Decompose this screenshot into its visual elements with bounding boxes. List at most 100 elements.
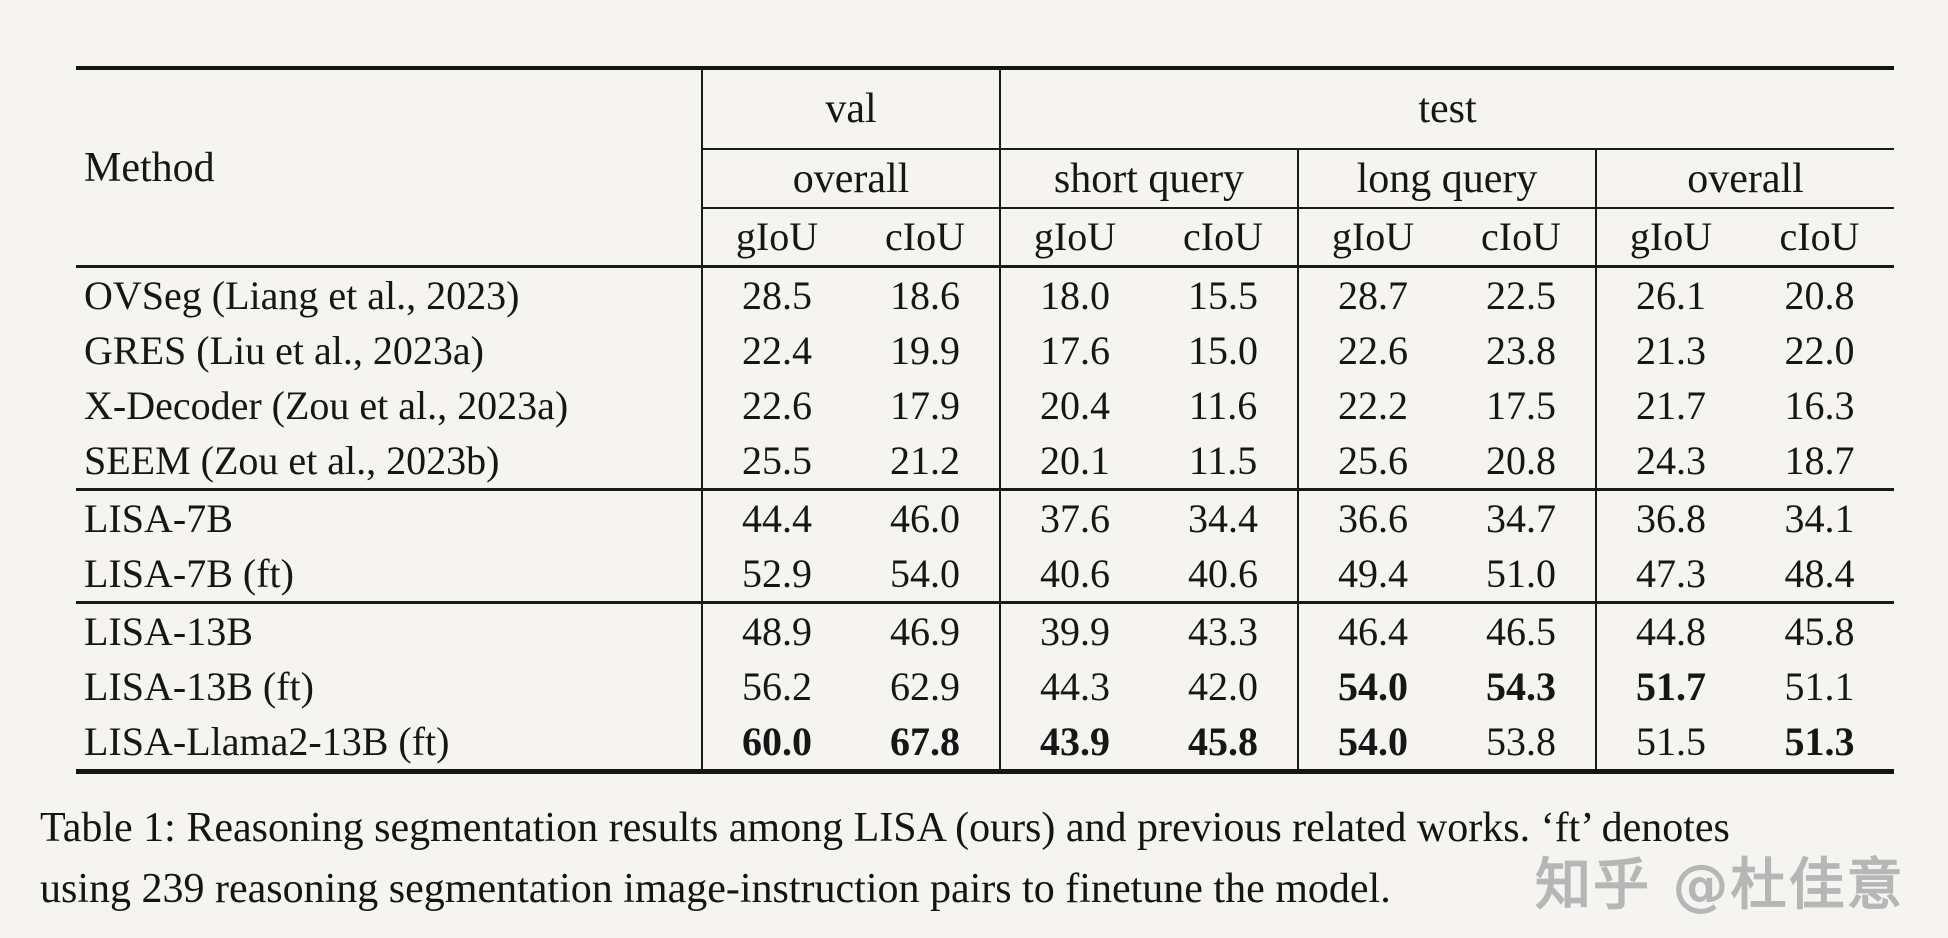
method-name: LISA-13B <box>76 601 702 659</box>
metric-value: 11.6 <box>1188 382 1258 428</box>
results-table: Method val test overall short query long… <box>76 66 1895 774</box>
metric-value: 51.3 <box>1784 718 1855 764</box>
metric-value: 34.4 <box>1149 488 1298 546</box>
metric-value: 49.4 <box>1297 546 1447 603</box>
metric-value: 44.3 <box>999 659 1149 714</box>
metric-value: 62.9 <box>890 663 960 709</box>
metric-value: 15.5 <box>1188 272 1258 318</box>
metric-value: 45.8 <box>1745 601 1895 659</box>
caption-line-2: using 239 reasoning segmentation image-i… <box>40 865 1391 912</box>
method-name: LISA-7B (ft) <box>84 550 294 596</box>
metric-value: 47.3 <box>1595 546 1745 603</box>
table-caption: Table 1: Reasoning segmentation results … <box>40 798 1930 920</box>
metric-value: 34.7 <box>1447 488 1596 546</box>
metric-value: 18.7 <box>1784 437 1855 483</box>
metric-value: 51.0 <box>1486 550 1556 596</box>
metric-value: 46.9 <box>851 601 1000 659</box>
metric-value: 46.4 <box>1297 601 1447 659</box>
metric-value: 46.0 <box>851 488 1000 546</box>
metric-header: cIoU <box>1745 208 1895 268</box>
metric-header: gIoU <box>1297 208 1447 268</box>
metric-value: 16.3 <box>1784 382 1855 428</box>
metric-value: 43.3 <box>1149 601 1298 659</box>
method-column-header: Method <box>76 68 702 268</box>
metric-header: cIoU <box>1447 208 1596 268</box>
metric-header: cIoU <box>1149 208 1298 268</box>
table-row: LISA-13B 48.9 46.9 39.9 43.3 46.4 46.5 44.8 45.8 <box>76 601 1895 659</box>
subgroup-test-overall: overall <box>1594 149 1895 209</box>
table-body: OVSeg (Liang et al., 2023) 28.5 18.6 18.0 15… <box>76 266 1895 772</box>
table-row: LISA-Llama2-13B (ft) 60.0 67.8 43.9 45.8 54.0… <box>76 714 1894 772</box>
metric-value: 42.0 <box>1188 663 1258 709</box>
metric-value: 24.3 <box>1595 433 1745 490</box>
metric-value: 52.9 <box>701 546 851 603</box>
metric-value: 17.5 <box>1486 382 1556 428</box>
metric-value: 21.3 <box>1595 323 1745 378</box>
metric-value: 26.1 <box>1595 266 1745 323</box>
table-header: Method val test overall short query long… <box>76 68 1895 268</box>
metric-header: gIoU <box>1595 208 1745 268</box>
subgroup-val-overall: overall <box>701 149 1000 209</box>
metric-value: 20.1 <box>999 433 1149 490</box>
method-name: SEEM (Zou et al., 2023b) <box>84 437 500 483</box>
method-name: OVSeg (Liang et al., 2023) <box>84 272 520 318</box>
col-group-val: val <box>701 68 1000 150</box>
metric-value: 54.3 <box>1486 663 1556 709</box>
metric-value: 37.6 <box>999 488 1149 546</box>
metric-value: 40.6 <box>999 546 1149 603</box>
metric-value: 67.8 <box>890 718 960 764</box>
metric-value: 22.2 <box>1297 378 1447 433</box>
metric-value: 23.8 <box>1486 327 1556 373</box>
metric-value: 20.4 <box>999 378 1149 433</box>
metric-value: 25.6 <box>1297 433 1447 490</box>
metric-value: 39.9 <box>999 601 1149 659</box>
method-name: LISA-13B (ft) <box>84 663 314 709</box>
metric-value: 18.6 <box>890 272 960 318</box>
metric-value: 40.6 <box>1188 550 1258 596</box>
metric-value: 22.6 <box>1297 323 1447 378</box>
caption-line-1: Table 1: Reasoning segmentation results … <box>40 805 1730 851</box>
metric-value: 20.8 <box>1486 437 1556 483</box>
metric-value: 44.8 <box>1595 601 1745 659</box>
header-row-split: overall short query long query overall <box>76 149 1895 209</box>
method-name: LISA-Llama2-13B (ft) <box>84 718 450 764</box>
table-row: LISA-7B 44.4 46.0 37.6 34.4 36.6 34.7 36.8 34.1 <box>76 488 1895 546</box>
metric-value: 22.0 <box>1784 327 1855 373</box>
header-row-dataset: Method val test <box>76 68 1895 268</box>
metric-header: gIoU <box>999 208 1149 268</box>
metric-value: 54.0 <box>1297 659 1447 714</box>
method-name: LISA-7B <box>76 488 702 546</box>
metric-value: 54.0 <box>1297 714 1447 772</box>
metric-value: 28.7 <box>1297 266 1447 323</box>
metric-value: 45.8 <box>1188 718 1258 764</box>
metric-value: 17.6 <box>999 323 1149 378</box>
metric-value: 22.4 <box>701 323 851 378</box>
metric-value: 20.8 <box>1784 272 1855 318</box>
header-row-metrics: gIoU cIoU gIoU cIoU gIoU cIoU gIoU cIoU <box>76 208 1895 268</box>
metric-value: 48.9 <box>701 601 851 659</box>
metric-value: 18.0 <box>999 266 1149 323</box>
metric-value: 22.5 <box>1486 272 1556 318</box>
metric-value: 22.6 <box>701 378 851 433</box>
metric-header: cIoU <box>851 208 1000 268</box>
metric-value: 25.5 <box>701 433 851 490</box>
subgroup-short-query: short query <box>999 149 1298 209</box>
metric-header: gIoU <box>701 208 851 268</box>
table-row: LISA-13B (ft) 56.2 62.9 44.3 42.0 54.0 54.3 51.… <box>76 659 1894 714</box>
metric-value: 11.5 <box>1188 437 1258 483</box>
method-name: X-Decoder (Zou et al., 2023a) <box>84 382 569 428</box>
table-row: X-Decoder (Zou et al., 2023a) 22.6 17.9 20.… <box>76 378 1894 433</box>
metric-value: 51.7 <box>1595 659 1745 714</box>
subgroup-long-query: long query <box>1297 149 1596 209</box>
metric-value: 21.7 <box>1595 378 1745 433</box>
metric-value: 51.1 <box>1784 663 1855 709</box>
metric-value: 43.9 <box>999 714 1149 772</box>
metric-value: 46.5 <box>1447 601 1596 659</box>
zhihu-watermark: 知乎 @杜佳意 <box>1535 853 1905 918</box>
metric-value: 48.4 <box>1784 550 1855 596</box>
method-name: GRES (Liu et al., 2023a) <box>84 327 484 373</box>
metric-value: 53.8 <box>1486 718 1556 764</box>
table-row: GRES (Liu et al., 2023a) 22.4 19.9 17.6 15.0… <box>76 323 1894 378</box>
metric-value: 56.2 <box>701 659 851 714</box>
metric-value: 51.5 <box>1595 714 1745 772</box>
